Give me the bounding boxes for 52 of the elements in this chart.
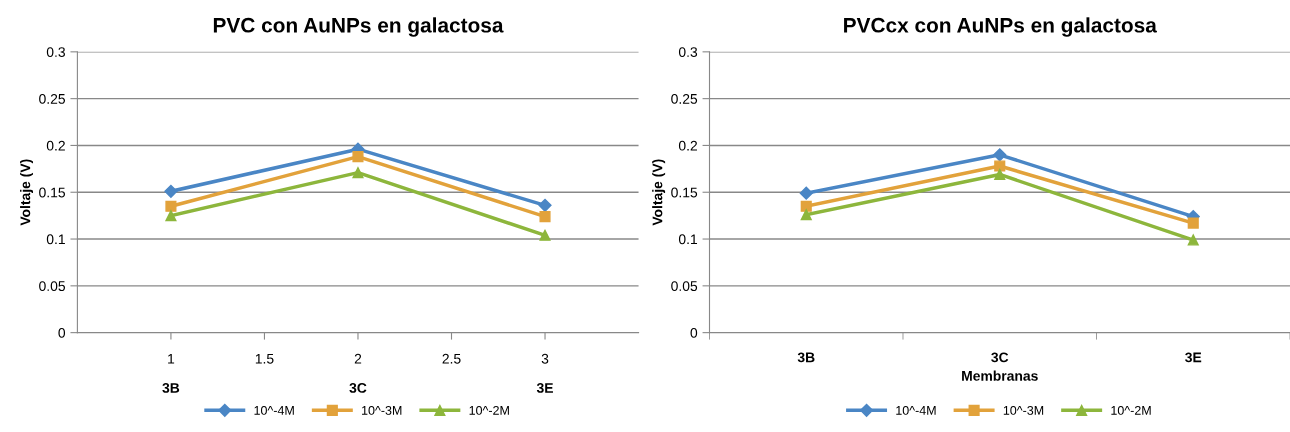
point bbox=[165, 200, 177, 212]
point bbox=[538, 198, 552, 212]
y-tick-label: 0.2 bbox=[46, 140, 65, 151]
y-tick-label: 0.25 bbox=[671, 93, 698, 104]
point bbox=[1187, 217, 1199, 229]
y-axis-title: Voltaje (V) bbox=[20, 159, 34, 226]
y-tick-label: 0.3 bbox=[46, 47, 65, 58]
x-tick-label: 2 bbox=[354, 353, 362, 364]
legend-label: 10^-4M bbox=[254, 406, 294, 415]
legend-label: 10^-3M bbox=[362, 406, 402, 415]
text: 3E bbox=[536, 383, 553, 393]
point bbox=[799, 186, 813, 200]
y-tick-label: 0.05 bbox=[39, 281, 66, 292]
point bbox=[164, 184, 178, 198]
y-tick-label: 0.2 bbox=[678, 140, 697, 151]
point bbox=[539, 211, 551, 223]
y-tick-label: 0.25 bbox=[39, 93, 66, 104]
legend-label: 10^-4M bbox=[896, 406, 936, 415]
legend-label: 10^-2M bbox=[1111, 406, 1151, 415]
point bbox=[800, 200, 812, 212]
x-axis-title: Membranas bbox=[962, 370, 1038, 381]
legend-label: 10^-3M bbox=[1003, 406, 1044, 415]
point bbox=[352, 151, 364, 163]
y-tick-label: 0 bbox=[690, 327, 698, 338]
y-tick-label: 0.1 bbox=[46, 234, 65, 245]
x-tick-label: 2.5 bbox=[442, 353, 461, 364]
point bbox=[800, 209, 812, 221]
point bbox=[539, 229, 551, 241]
point bbox=[994, 168, 1006, 181]
y-axis-title: Voltaje (V) bbox=[652, 159, 666, 226]
legend-label: 10^-2M bbox=[469, 406, 509, 415]
chart-title: PVCcx con AuNPs en galactosa bbox=[844, 17, 1157, 37]
x-tick-label: 3B bbox=[797, 352, 815, 363]
text: 3B bbox=[162, 383, 180, 393]
y-tick-label: 0.05 bbox=[671, 281, 698, 292]
y-tick-label: 0.3 bbox=[678, 47, 698, 58]
x-tick-label: 3E bbox=[1185, 352, 1202, 363]
y-tick-label: 0.15 bbox=[39, 187, 66, 198]
point bbox=[165, 210, 177, 222]
y-tick-label: 0.1 bbox=[678, 234, 698, 245]
y-tick-label: 0 bbox=[58, 327, 66, 338]
x-tick-label: 1.5 bbox=[255, 353, 274, 364]
point bbox=[1187, 234, 1199, 246]
y-tick-label: 0.15 bbox=[671, 187, 698, 198]
point bbox=[352, 167, 364, 179]
point bbox=[993, 148, 1007, 162]
point bbox=[994, 160, 1006, 172]
x-tick-label: 3C bbox=[991, 352, 1009, 363]
chart-title: PVC con AuNPs en galactosa bbox=[213, 17, 504, 37]
x-tick-label: 1 bbox=[168, 353, 175, 364]
text: 3C bbox=[349, 383, 367, 393]
x-tick-label: 3 bbox=[541, 353, 549, 364]
